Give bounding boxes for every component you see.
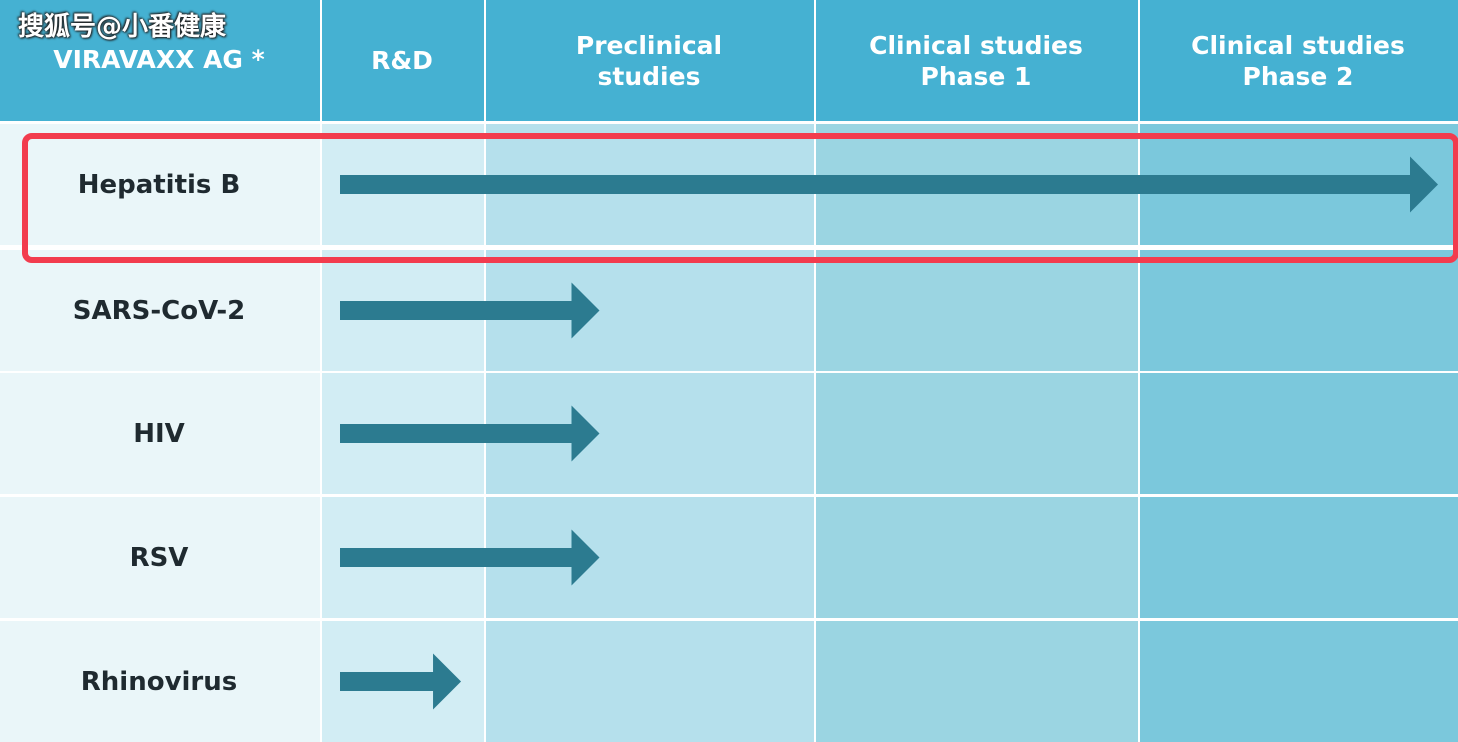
grid-cell [0,621,320,742]
candidate-label: HIV [133,418,185,449]
phase-header-1: R&D [320,0,484,121]
candidate-label: Hepatitis B [77,169,241,200]
watermark-text: 搜狐号@小番健康 [18,12,227,42]
phase-header-2: Preclinical studies [484,0,814,121]
grid-cell [486,621,814,742]
grid-cell [1140,373,1458,494]
grid-cell [816,373,1138,494]
grid-cell [0,497,320,618]
header-cell-bg [816,0,1138,121]
phase-header-line: Clinical studies [869,30,1083,60]
candidate-label: RSV [129,542,189,573]
company-name: VIRAVAXX AG * [53,45,265,74]
phase-header-line: Clinical studies [1191,30,1405,60]
grid-cell [0,250,320,371]
phase-header-line: Preclinical [575,30,723,60]
phase-header-4: Clinical studies Phase 2 [1138,0,1458,121]
header-cell-bg [1140,0,1458,121]
header-cell-bg [486,0,814,121]
phase-header-3: Clinical studies Phase 1 [814,0,1138,121]
progress-arrow [340,156,1438,213]
progress-arrow [340,653,462,710]
grid-cell [0,373,320,494]
progress-arrow [340,405,600,462]
grid-cell [1140,250,1458,371]
candidate-label: SARS-CoV-2 [72,295,246,326]
grid-cell [816,621,1138,742]
grid-cell [0,124,320,245]
highlight-box [22,133,1458,263]
progress-arrow [340,529,600,586]
header-cell-bg [0,0,320,121]
phase-header-line: studies [597,61,701,91]
progress-arrow [340,282,600,339]
grid-cell [816,497,1138,618]
candidate-label: Rhinovirus [80,666,238,697]
phase-header-line: Phase 2 [1242,61,1354,91]
grid-cell [1140,621,1458,742]
header-cell-bg [322,0,484,121]
grid-cell [1140,497,1458,618]
grid-cell [816,250,1138,371]
phase-header-line: R&D [371,46,433,75]
phase-header-line: Phase 1 [920,61,1032,91]
